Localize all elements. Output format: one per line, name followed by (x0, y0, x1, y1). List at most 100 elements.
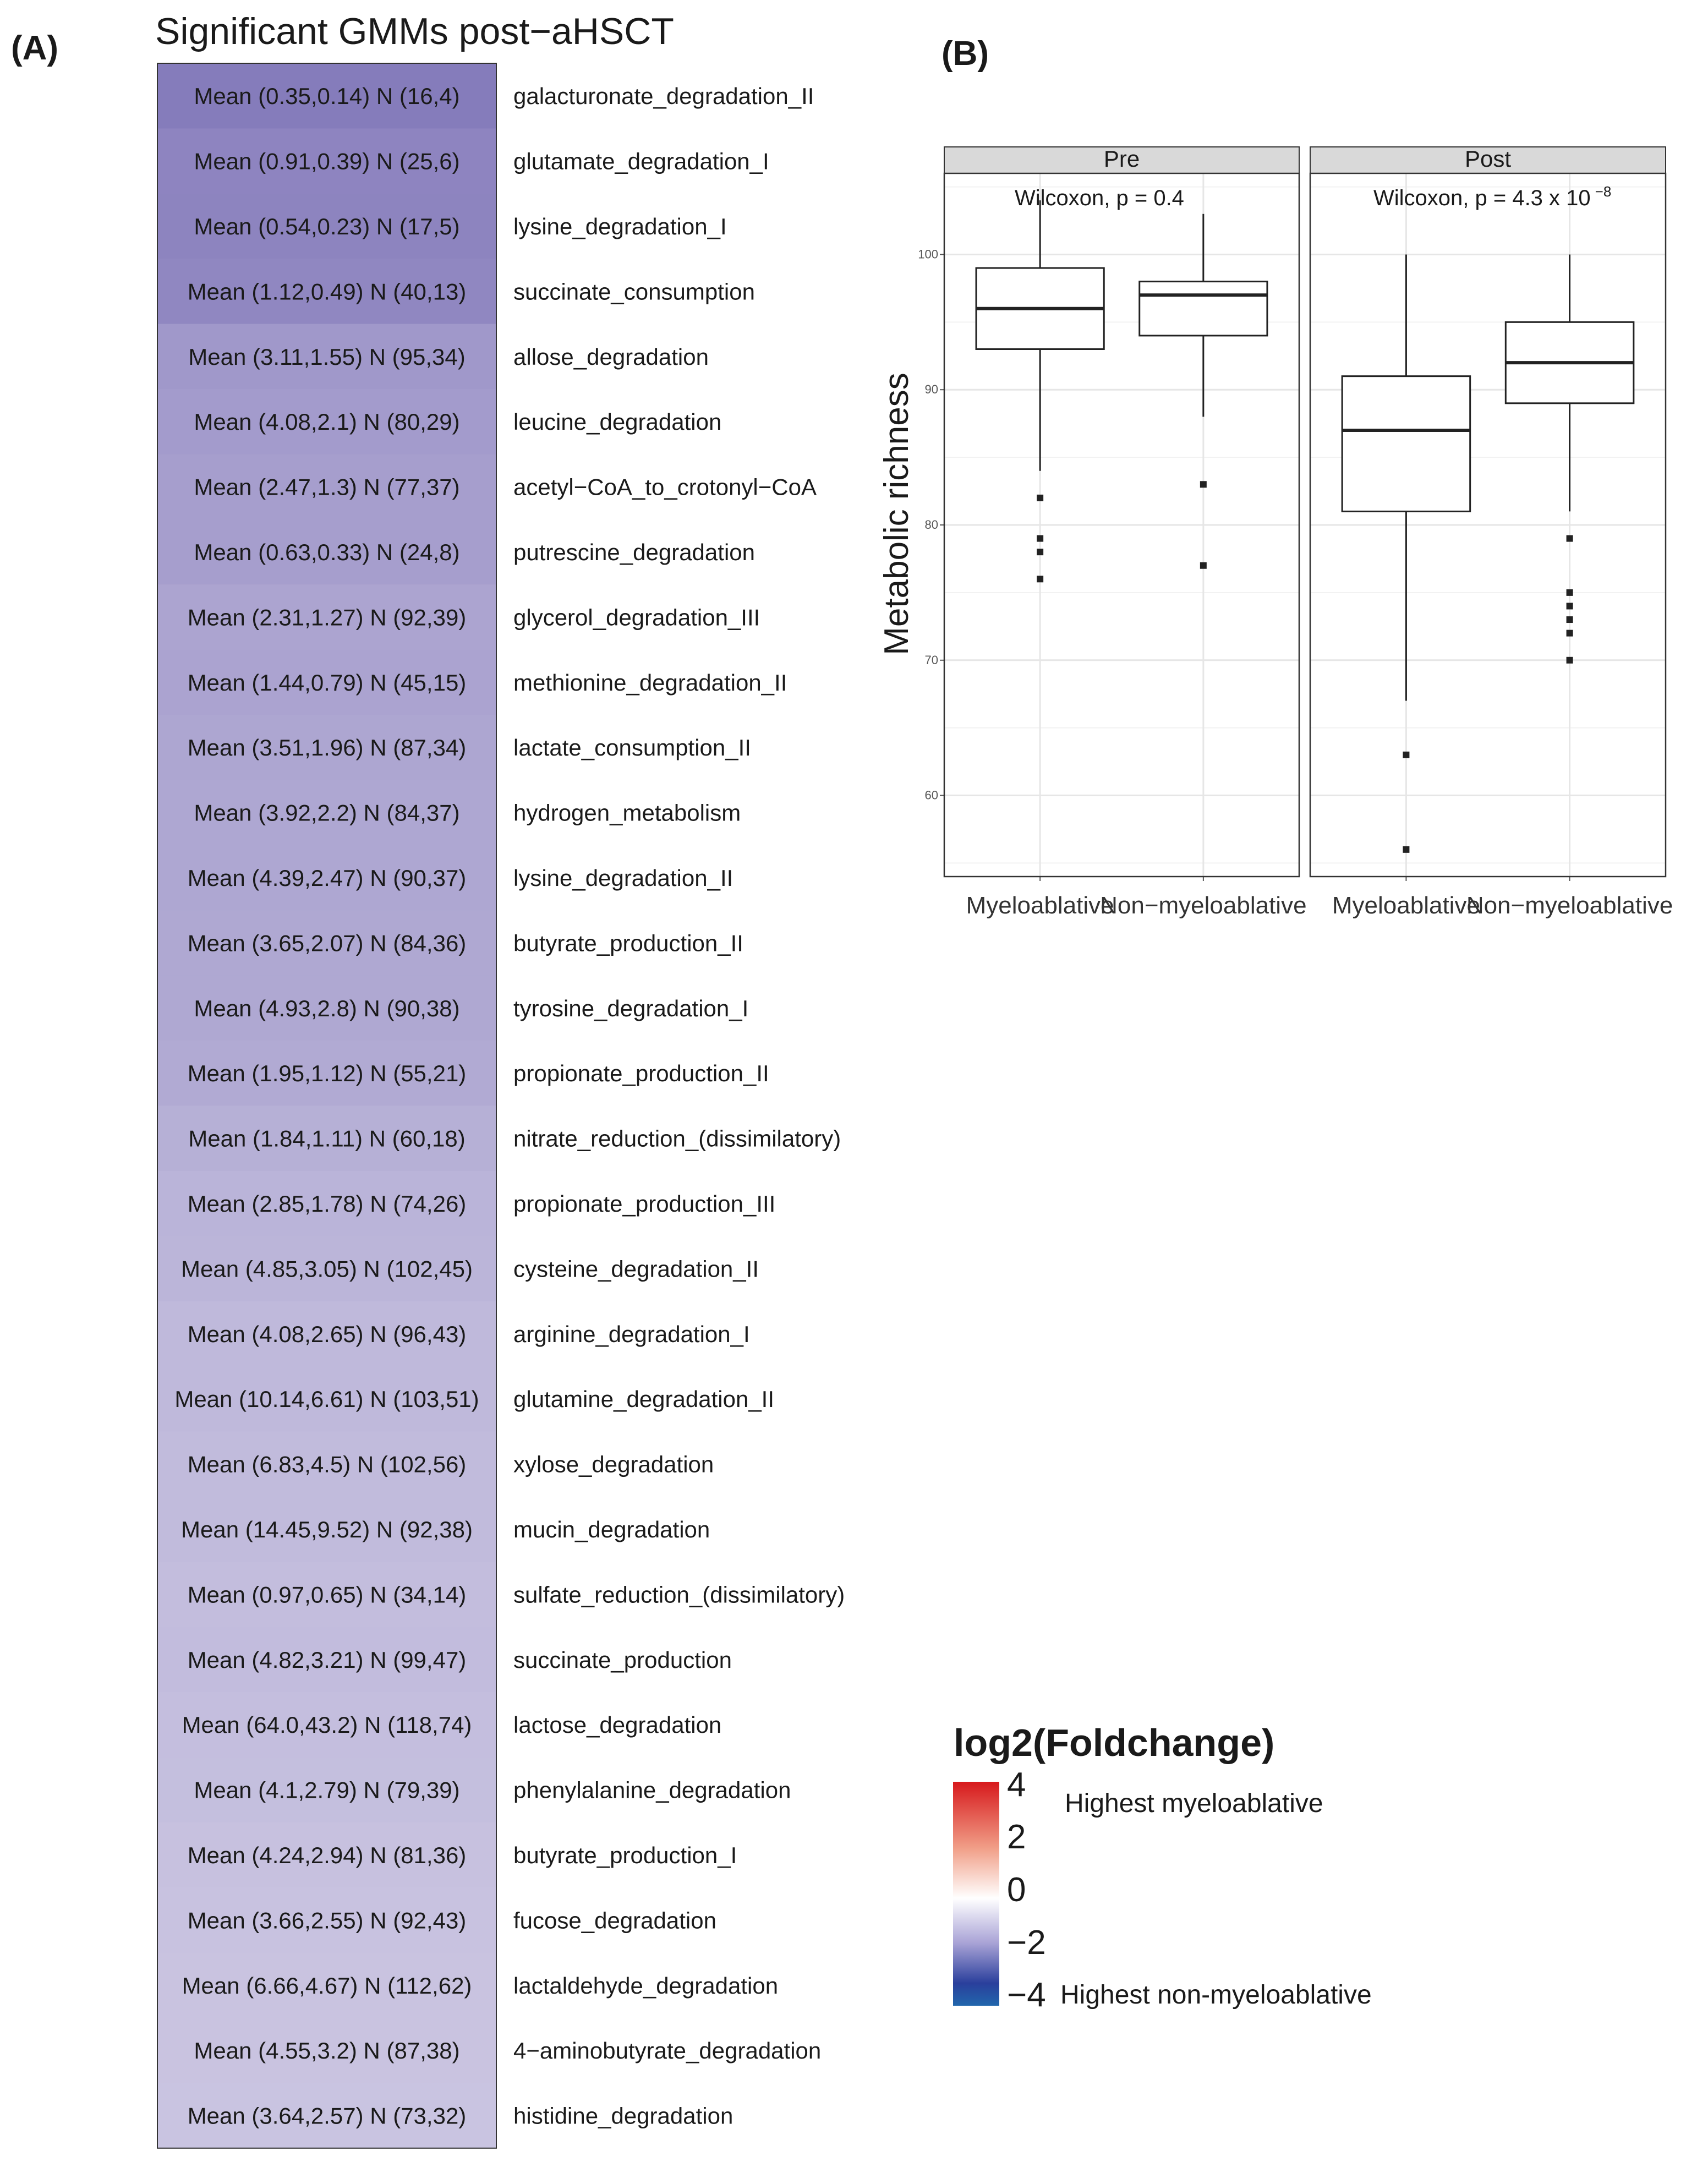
box (1341, 375, 1471, 512)
legend-tick-minus-2: −2 (1007, 1924, 1046, 1962)
facet-panel-border (1309, 172, 1667, 878)
heatmap-cell-label: Mean (6.66,4.67) N (112,62) (182, 1973, 472, 1999)
y-tick-label: 90 (925, 382, 938, 396)
x-tick-label: Myeloablative (966, 892, 1114, 919)
heatmap-cell-label: Mean (1.12,0.49) N (40,13) (188, 278, 467, 304)
panel-a-label: (A) (11, 29, 59, 67)
outlier-point (1037, 549, 1044, 556)
heatmap-row-label: galacturonate_degradation_II (513, 83, 814, 109)
heatmap-cell-label: Mean (4.85,3.05) N (102,45) (181, 1256, 473, 1282)
heatmap-cell-label: Mean (6.83,4.5) N (102,56) (188, 1452, 467, 1477)
heatmap-cell-label: Mean (4.08,2.1) N (80,29) (194, 409, 459, 435)
heatmap-row-label: histidine_degradation (513, 2103, 733, 2129)
heatmap-row-label: lysine_degradation_II (513, 865, 733, 891)
heatmap-cell-label: Mean (1.95,1.12) N (55,21) (188, 1060, 467, 1086)
heatmap-cell-label: Mean (10.14,6.61) N (103,51) (174, 1386, 479, 1412)
heatmap-cell-label: Mean (3.11,1.55) N (95,34) (188, 344, 466, 370)
heatmap-row-label: lactate_consumption_II (513, 735, 751, 760)
heatmap-cell (157, 910, 496, 976)
legend-colorbar (953, 1782, 999, 2006)
x-tick-label: Myeloablative (1332, 892, 1480, 919)
outlier-point (1566, 589, 1573, 596)
heatmap-cell (157, 584, 496, 650)
heatmap-row-label: lactose_degradation (513, 1712, 721, 1738)
heatmap-cell (157, 1562, 496, 1628)
heatmap-row-label: butyrate_production_II (513, 930, 743, 956)
outlier-point (1200, 562, 1207, 569)
heatmap-row-label: cysteine_degradation_II (513, 1256, 759, 1282)
heatmap-cell-label: Mean (1.44,0.79) N (45,15) (188, 670, 467, 696)
heatmap-cell (157, 324, 496, 390)
heatmap-cell (157, 715, 496, 780)
heatmap-cell-label: Mean (4.08,2.65) N (96,43) (188, 1321, 467, 1347)
heatmap-row-label: tyrosine_degradation_I (513, 995, 748, 1021)
heatmap-cell-label: Mean (2.47,1.3) N (77,37) (194, 474, 459, 500)
heatmap-cell (157, 1301, 496, 1367)
heatmap-cell (157, 780, 496, 846)
heatmap-cell-label: Mean (0.54,0.23) N (17,5) (194, 214, 459, 239)
heatmap-row-label: butyrate_production_I (513, 1842, 737, 1868)
outlier-point (1037, 576, 1044, 583)
heatmap-cell (157, 454, 496, 520)
heatmap-cell-label: Mean (0.63,0.33) N (24,8) (194, 539, 459, 565)
heatmap-cell (157, 1170, 496, 1236)
heatmap-row-label: mucin_degradation (513, 1517, 710, 1542)
heatmap-cell-label: Mean (14.45,9.52) N (92,38) (181, 1517, 473, 1542)
heatmap-cell-label: Mean (64.0,43.2) N (118,74) (182, 1712, 472, 1738)
heatmap-cell (157, 2018, 496, 2083)
y-tick-label: 100 (918, 247, 938, 261)
x-tick-label: Non−myeloablative (1100, 892, 1306, 919)
heatmap-cell-label: Mean (3.92,2.2) N (84,37) (194, 800, 459, 826)
legend-title: log2(Foldchange) (954, 1721, 1275, 1764)
heatmap-cell-label: Mean (4.1,2.79) N (79,39) (194, 1777, 459, 1803)
heatmap-chart: Mean (0.35,0.14) N (16,4) galacturonate_d… (157, 63, 845, 2149)
heatmap-cell-label: Mean (2.31,1.27) N (92,39) (188, 604, 467, 630)
outlier-point (1200, 481, 1207, 488)
heatmap-cell (157, 1952, 496, 2018)
heatmap-cell (157, 845, 496, 911)
heatmap-row-label: leucine_degradation (513, 409, 721, 435)
heatmap-row-label: lactaldehyde_degradation (513, 1973, 778, 1999)
heatmap-cell-label: Mean (3.51,1.96) N (87,34) (188, 735, 467, 760)
facet-strip-label: Pre (1104, 146, 1140, 172)
wilcoxon-exponent: −8 (1595, 183, 1612, 200)
heatmap-cell (157, 975, 496, 1041)
heatmap-cell (157, 63, 496, 129)
heatmap-row-label: arginine_degradation_I (513, 1321, 750, 1347)
panel-b-label: (B) (941, 35, 989, 73)
heatmap-row-label: methionine_degradation_II (513, 670, 787, 696)
heatmap-row-label: hydrogen_metabolism (513, 800, 741, 826)
heatmap-cell-label: Mean (0.35,0.14) N (16,4) (194, 83, 459, 109)
panel-a-title: Significant GMMs post−aHSCT (155, 10, 674, 52)
outlier-point (1566, 616, 1573, 623)
heatmap-cell (157, 1822, 496, 1888)
heatmap-border (157, 63, 497, 2149)
heatmap-cell (157, 2083, 496, 2149)
legend-high-label: Highest myeloablative (1065, 1789, 1323, 1818)
heatmap-row-label: glycerol_degradation_III (513, 604, 760, 630)
heatmap-row-label: glutamine_degradation_II (513, 1386, 774, 1412)
heatmap-row-label: nitrate_reduction_(dissimilatory) (513, 1126, 841, 1152)
heatmap-cell (157, 1105, 496, 1172)
heatmap-row-label: glutamate_degradation_I (513, 149, 769, 174)
heatmap-row-label: phenylalanine_degradation (513, 1777, 791, 1803)
outlier-point (1037, 494, 1044, 501)
heatmap-row-label: propionate_production_II (513, 1060, 769, 1086)
heatmap-cell-label: Mean (4.82,3.21) N (99,47) (188, 1647, 467, 1673)
facet-strip-label: Post (1465, 146, 1511, 172)
heatmap-row-label: allose_degradation (513, 344, 709, 370)
heatmap-row-label: succinate_consumption (513, 278, 755, 304)
heatmap-cell (157, 1757, 496, 1823)
heatmap-row-label: putrescine_degradation (513, 539, 755, 565)
legend-tick-2: 2 (1007, 1818, 1026, 1856)
heatmap-row-label: sulfate_reduction_(dissimilatory) (513, 1581, 845, 1607)
heatmap-cell (157, 1887, 496, 1953)
heatmap-cell (157, 649, 496, 715)
legend-tick-4: 4 (1007, 1766, 1026, 1804)
heatmap-cell-label: Mean (3.66,2.55) N (92,43) (188, 1907, 467, 1933)
outlier-point (1566, 630, 1573, 637)
legend-tick-0: 0 (1007, 1871, 1026, 1909)
outlier-point (1566, 603, 1573, 610)
heatmap-cell (157, 193, 496, 259)
y-tick-label: 70 (925, 653, 938, 667)
